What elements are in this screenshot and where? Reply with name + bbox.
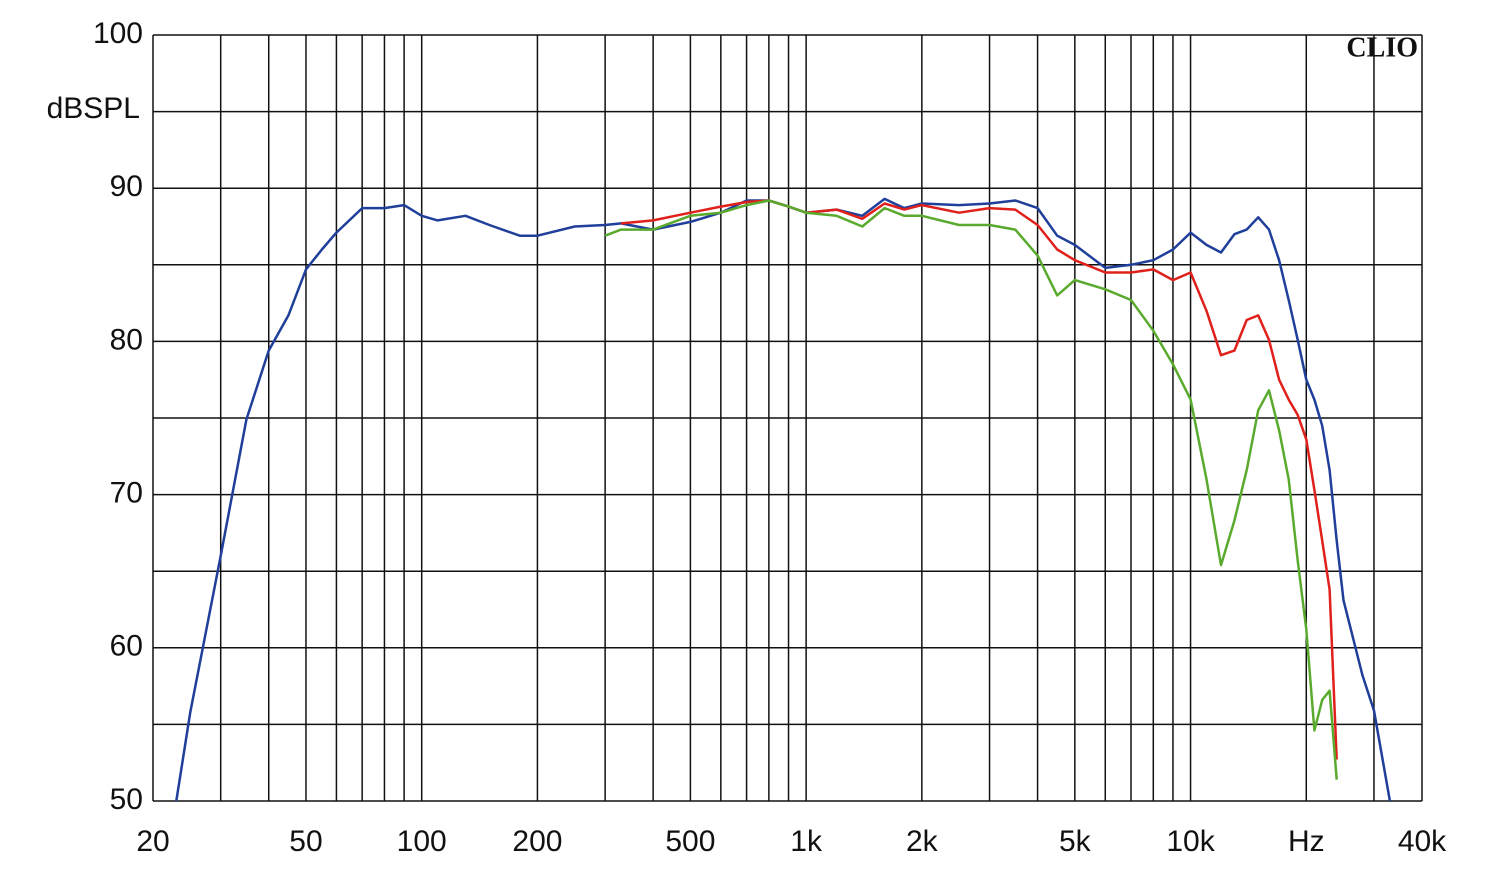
y-tick-label: 60 (110, 630, 143, 663)
series-line (175, 197, 1392, 802)
x-tick-label: 20 (136, 825, 169, 858)
x-tick-label: 5k (1059, 825, 1092, 858)
series-line (604, 199, 1338, 780)
x-tick-label: 2k (906, 825, 939, 858)
y-tick-label: 50 (110, 783, 143, 816)
series-line (620, 199, 1338, 760)
x-tick-label: 50 (289, 825, 322, 858)
y-tick-label: 100 (93, 17, 143, 50)
y-tick-label: 80 (110, 323, 143, 356)
x-tick-label: 200 (512, 825, 562, 858)
y-axis-label: dBSPL (47, 92, 140, 125)
x-tick-label: 500 (665, 825, 715, 858)
x-tick-label: 100 (397, 825, 447, 858)
x-tick-label: Hz (1288, 825, 1325, 858)
x-tick-label: 1k (790, 825, 823, 858)
y-tick-label: 90 (110, 170, 143, 203)
y-tick-label: 70 (110, 477, 143, 510)
x-tick-label: 10k (1166, 825, 1215, 858)
x-tick-label: 40k (1398, 825, 1447, 858)
annotation: CLIO (1346, 32, 1418, 63)
